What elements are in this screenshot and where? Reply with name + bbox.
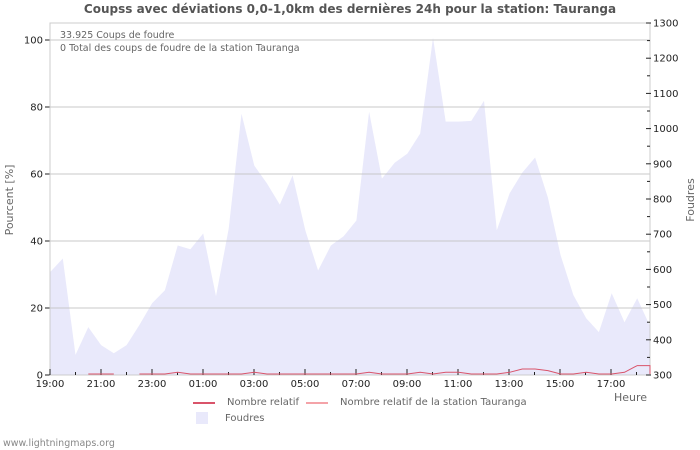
legend-area-swatch	[196, 412, 208, 424]
x-axis-tick-label: 23:00	[138, 379, 167, 390]
left-axis-tick-label: 0	[37, 371, 43, 382]
legend-label: Foudres	[225, 412, 265, 424]
right-axis-tick-label: 300	[653, 371, 672, 382]
right-axis-tick-label: 800	[653, 195, 672, 206]
x-axis-tick-label: 09:00	[393, 379, 422, 390]
x-axis-tick-label: 01:00	[189, 379, 218, 390]
left-axis-label: Pourcent [%]	[3, 165, 16, 236]
legend-item-foudres: Foudres	[193, 412, 264, 424]
right-axis-tick-label: 600	[653, 265, 672, 276]
x-axis-tick-label: 21:00	[87, 379, 116, 390]
legend-item-station-relative: Nombre relatif de la station Tauranga	[306, 397, 527, 408]
legend-item-relative: Nombre relatif	[193, 397, 299, 408]
x-axis-tick-label: 11:00	[444, 379, 473, 390]
right-axis-tick-label: 700	[653, 230, 672, 241]
right-axis-tick-label: 400	[653, 335, 672, 346]
x-axis-tick-label: 13:00	[495, 379, 524, 390]
right-axis-tick-label: 1100	[653, 89, 678, 100]
left-axis-tick-label: 80	[30, 103, 43, 114]
right-axis-tick-label: 1200	[653, 54, 678, 65]
right-axis-tick-label: 900	[653, 159, 672, 170]
foudres-area	[50, 37, 650, 376]
legend-line-swatch	[193, 401, 215, 404]
left-axis-tick-label: 100	[24, 36, 43, 47]
right-axis-tick-label: 1000	[653, 124, 678, 135]
right-axis-tick-label: 1300	[653, 19, 678, 30]
x-axis-label: Heure	[614, 391, 647, 404]
strike-count-info: 33.925 Coups de foudre	[60, 30, 175, 41]
x-axis-tick-label: 03:00	[240, 379, 269, 390]
station-total-info: 0 Total des coups de foudre de la statio…	[60, 43, 300, 54]
left-axis-tick-label: 40	[30, 237, 43, 248]
relative-count-line	[88, 365, 651, 375]
right-axis-tick-label: 500	[653, 300, 672, 311]
left-axis-tick-label: 60	[30, 170, 43, 181]
chart-title: Coupss avec déviations 0,0-1,0km des der…	[83, 2, 617, 16]
x-axis-tick-label: 19:00	[36, 379, 65, 390]
left-axis-tick-label: 20	[30, 304, 43, 315]
x-axis-tick-label: 05:00	[291, 379, 320, 390]
footer-link[interactable]: www.lightningmaps.org	[3, 438, 115, 449]
x-axis-tick-label: 15:00	[546, 379, 575, 390]
right-axis-label: Foudres	[684, 178, 697, 222]
x-axis-tick-label: 17:00	[597, 379, 626, 390]
legend-label: Nombre relatif	[227, 397, 300, 408]
x-axis-tick-label: 07:00	[342, 379, 371, 390]
legend-line-swatch	[306, 401, 328, 404]
legend-label: Nombre relatif de la station Tauranga	[340, 397, 527, 408]
